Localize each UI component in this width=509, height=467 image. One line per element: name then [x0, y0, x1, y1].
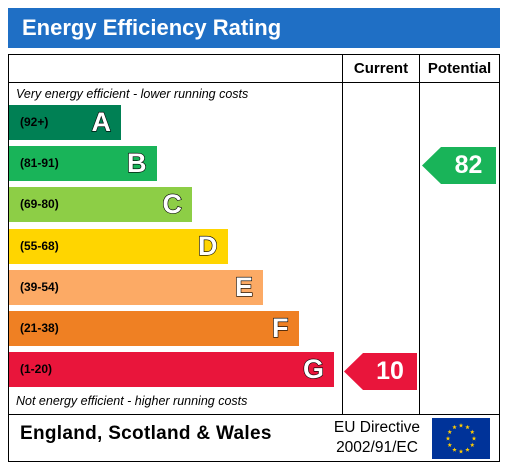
band-g: (1-20) G: [9, 352, 334, 388]
flag-star-icon: [465, 447, 470, 452]
band-c: (69-80) C: [9, 187, 192, 223]
band-a: (92+) A: [9, 105, 121, 140]
current-column-header: Current: [353, 60, 409, 77]
band-letter: F: [271, 312, 289, 343]
eu-flag-icon: [432, 418, 490, 459]
column-divider-current: [342, 54, 343, 414]
flag-star-icon: [452, 447, 457, 452]
band-range-label: (1-20): [20, 362, 53, 377]
potential-column-header: Potential: [427, 60, 492, 77]
band-range-label: (21-38): [20, 321, 59, 335]
band-e: (39-54) E: [9, 269, 263, 305]
flag-star-icon: [445, 436, 451, 441]
potential-rating-arrow: [422, 147, 496, 185]
band-letter: G: [302, 354, 324, 385]
flag-star-icon: [447, 442, 453, 447]
column-divider-potential: [419, 54, 420, 414]
potential-rating-value: 82: [454, 151, 483, 180]
band-range-label: (69-80): [20, 197, 59, 212]
band-letter: C: [162, 189, 183, 220]
flag-star-icon: [469, 442, 475, 447]
band-letter: B: [126, 148, 147, 179]
band-range-label: (39-54): [20, 279, 59, 294]
band-f: (21-38) F: [9, 311, 299, 346]
flag-star-icon: [458, 449, 464, 454]
band-letter: A: [91, 106, 112, 137]
band-letter: E: [234, 271, 253, 302]
directive-line-2: 2002/91/EC: [336, 439, 418, 456]
top-caption: Very energy efficient - lower running co…: [16, 87, 249, 101]
band-letter: D: [197, 230, 218, 261]
band-b: (81-91) B: [9, 146, 157, 182]
header-row-divider: [8, 82, 500, 83]
band-range-label: (55-68): [20, 238, 59, 253]
flag-star-icon: [471, 436, 477, 441]
chart-title: Energy Efficiency Rating: [8, 8, 500, 48]
directive-line-1: EU Directive: [333, 419, 421, 436]
current-rating-value: 10: [376, 357, 404, 386]
current-rating-arrow: [344, 353, 417, 391]
footer-row-divider: [8, 414, 500, 415]
band-range-label: (92+): [20, 115, 49, 129]
flag-star-icon: [452, 424, 457, 430]
flag-star-icon: [458, 423, 464, 428]
eu-directive-label: EU Directive 2002/91/EC: [328, 418, 426, 458]
flag-star-icon: [465, 424, 470, 430]
band-range-label: (81-91): [20, 156, 59, 171]
bottom-caption: Not energy efficient - higher running co…: [16, 394, 248, 408]
rating-table: [8, 54, 500, 462]
band-d: (55-68) D: [9, 228, 228, 264]
region-label: England, Scotland & Wales: [20, 423, 272, 444]
flag-star-icon: [469, 429, 475, 434]
flag-star-icon: [447, 429, 453, 434]
